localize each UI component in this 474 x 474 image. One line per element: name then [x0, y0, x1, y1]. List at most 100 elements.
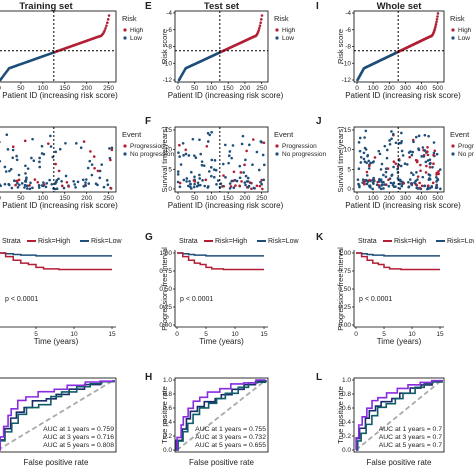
- no-progression-point: [230, 156, 233, 160]
- no-progression-point: [427, 173, 431, 176]
- legend-high-label: High: [282, 27, 296, 34]
- no-progression-point: [383, 144, 387, 148]
- tick-label: 200: [384, 85, 395, 92]
- no-progression-point: [110, 146, 114, 150]
- risk-point: [436, 15, 439, 18]
- y-axis-label: True positive rate: [160, 386, 169, 444]
- no-progression-point: [407, 180, 410, 184]
- no-progression-point: [192, 185, 196, 189]
- no-progression-point: [438, 168, 442, 171]
- no-progression-point: [390, 130, 393, 133]
- progression-point: [240, 180, 243, 183]
- no-progression-point: [0, 140, 1, 144]
- no-progression-point: [385, 148, 389, 152]
- no-progression-point: [378, 186, 381, 189]
- no-progression-point: [176, 180, 180, 184]
- no-progression-point: [260, 182, 264, 186]
- no-progression-point: [435, 186, 439, 189]
- legend-low-label: Low: [282, 35, 294, 42]
- no-progression-point: [54, 150, 58, 154]
- legend-low-marker: [275, 36, 279, 40]
- no-progression-point: [235, 179, 239, 183]
- no-progression-point: [358, 149, 362, 153]
- km-strata-label: Strata: [179, 238, 198, 245]
- legend-progression-marker: [275, 144, 279, 148]
- no-progression-point: [365, 174, 369, 177]
- progression-point: [392, 160, 396, 164]
- tick-label: 500: [432, 85, 443, 92]
- no-progression-point: [100, 163, 104, 166]
- legend-high-label: High: [458, 27, 472, 34]
- tick-label: 0.4: [163, 419, 172, 426]
- risk-point: [434, 25, 437, 28]
- no-progression-point: [365, 182, 369, 186]
- tick-label: 250: [256, 195, 267, 202]
- no-progression-point: [209, 166, 213, 169]
- risk-point: [436, 12, 440, 15]
- roc-diagonal: [176, 379, 267, 451]
- progression-point: [184, 148, 188, 152]
- plot-frame: [0, 10, 117, 83]
- progression-point: [426, 150, 429, 154]
- no-progression-point: [262, 178, 266, 182]
- no-progression-point: [415, 171, 418, 174]
- survival-status-panel: 050100150200250Patient ID (increasing ri…: [0, 126, 174, 210]
- progression-point: [402, 181, 406, 185]
- progression-point: [28, 184, 31, 187]
- no-progression-point: [98, 176, 102, 180]
- no-progression-point: [199, 152, 203, 156]
- x-axis-label: Patient ID (increasing risk score): [168, 201, 284, 210]
- tick-label: 200: [81, 195, 92, 202]
- panel-letter: L: [316, 372, 322, 383]
- x-axis-label: False positive rate: [189, 458, 254, 467]
- no-progression-point: [196, 181, 200, 185]
- no-progression-point: [392, 132, 395, 136]
- no-progression-point: [15, 154, 18, 158]
- no-progression-point: [385, 156, 389, 160]
- no-progression-point: [246, 176, 250, 180]
- no-progression-point: [359, 155, 363, 159]
- progression-point: [418, 181, 421, 185]
- no-progression-point: [74, 186, 77, 189]
- tick-label: -4: [166, 10, 172, 17]
- no-progression-point: [403, 162, 407, 166]
- no-progression-point: [428, 162, 432, 166]
- x-axis-label: Patient ID (increasing risk score): [2, 201, 118, 210]
- tick-label: -4: [345, 10, 351, 17]
- tick-label: 0.2: [342, 433, 351, 440]
- no-progression-point: [368, 184, 372, 188]
- panel-letter: F: [145, 116, 151, 127]
- no-progression-point: [401, 154, 405, 157]
- no-progression-point: [28, 187, 32, 191]
- no-progression-point: [194, 156, 198, 159]
- no-progression-point: [96, 183, 99, 187]
- no-progression-point: [422, 155, 426, 158]
- no-progression-point: [435, 183, 439, 187]
- risk-point: [260, 18, 263, 21]
- no-progression-point: [200, 160, 204, 163]
- no-progression-point: [198, 138, 201, 142]
- no-progression-point: [198, 177, 201, 180]
- column-0: Training set050100150200250Patient ID (i…: [0, 1, 174, 467]
- tick-label: -10: [163, 60, 173, 67]
- no-progression-point: [202, 164, 206, 167]
- no-progression-point: [212, 168, 216, 171]
- no-progression-point: [38, 156, 41, 160]
- no-progression-point: [31, 186, 34, 190]
- no-progression-point: [4, 170, 8, 173]
- no-progression-point: [357, 167, 361, 171]
- no-progression-point: [359, 161, 363, 164]
- progression-point: [109, 158, 112, 162]
- no-progression-point: [76, 180, 80, 184]
- panel-letter: E: [145, 1, 152, 12]
- no-progression-point: [79, 146, 83, 150]
- tick-label: 300: [400, 85, 411, 92]
- no-progression-point: [86, 166, 90, 170]
- km-low-curve: [177, 252, 264, 257]
- tick-label: 10: [344, 147, 352, 154]
- tick-label: 100: [37, 85, 48, 92]
- tick-label: 300: [400, 195, 411, 202]
- no-progression-point: [11, 148, 15, 152]
